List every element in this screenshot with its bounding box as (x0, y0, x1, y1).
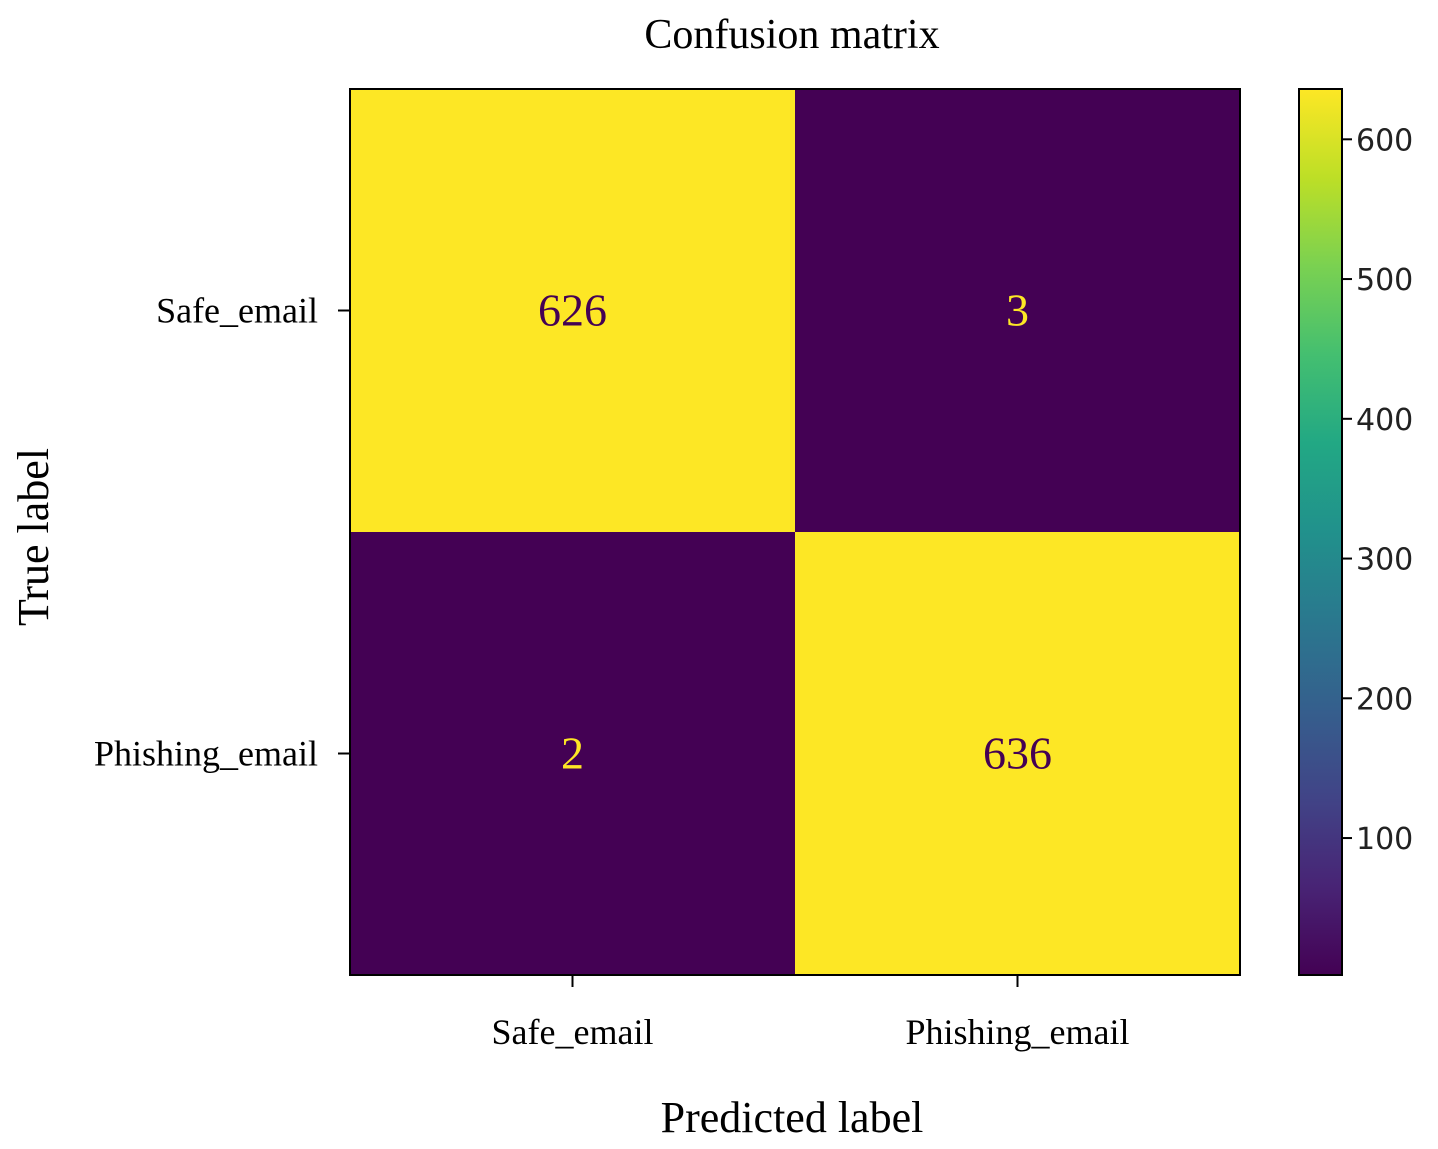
cell-value-label: 2 (561, 728, 584, 779)
x-axis-ticks: Safe_email Phishing_email (492, 975, 1130, 1052)
colorbar-frame (1298, 88, 1343, 976)
colorbar-tick-label: 100 (1356, 822, 1413, 857)
colorbar-tick-label: 400 (1356, 403, 1413, 438)
x-axis-label: Predicted label (661, 1093, 924, 1142)
colorbar-tick-label: 500 (1356, 263, 1413, 298)
cell-value-label: 3 (1006, 285, 1029, 336)
colorbar (1299, 89, 1342, 975)
colorbar-tick-label: 200 (1356, 682, 1413, 717)
colorbar-tick-label: 600 (1356, 123, 1413, 158)
colorbar-tick-label: 300 (1356, 543, 1413, 578)
x-tick-label: Safe_email (492, 1012, 654, 1052)
plot-frame (349, 88, 1241, 976)
heatmap-cell (350, 532, 795, 975)
x-tick-label: Phishing_email (906, 1012, 1130, 1052)
y-axis-label: True label (9, 448, 58, 626)
heatmap-cell (795, 89, 1240, 532)
y-tick-label: Phishing_email (94, 734, 318, 774)
heatmap-cells: 626 3 2 636 (350, 89, 1240, 975)
y-axis-ticks: Safe_email Phishing_email (94, 291, 350, 774)
heatmap-cell (350, 89, 795, 532)
colorbar-ticks: 100 200 300 400 500 600 (1342, 123, 1413, 857)
heatmap-cell (795, 532, 1240, 975)
cell-value-label: 636 (983, 728, 1052, 779)
cell-value-label: 626 (538, 285, 607, 336)
chart-title: Confusion matrix (644, 12, 939, 58)
y-tick-label: Safe_email (156, 291, 318, 331)
